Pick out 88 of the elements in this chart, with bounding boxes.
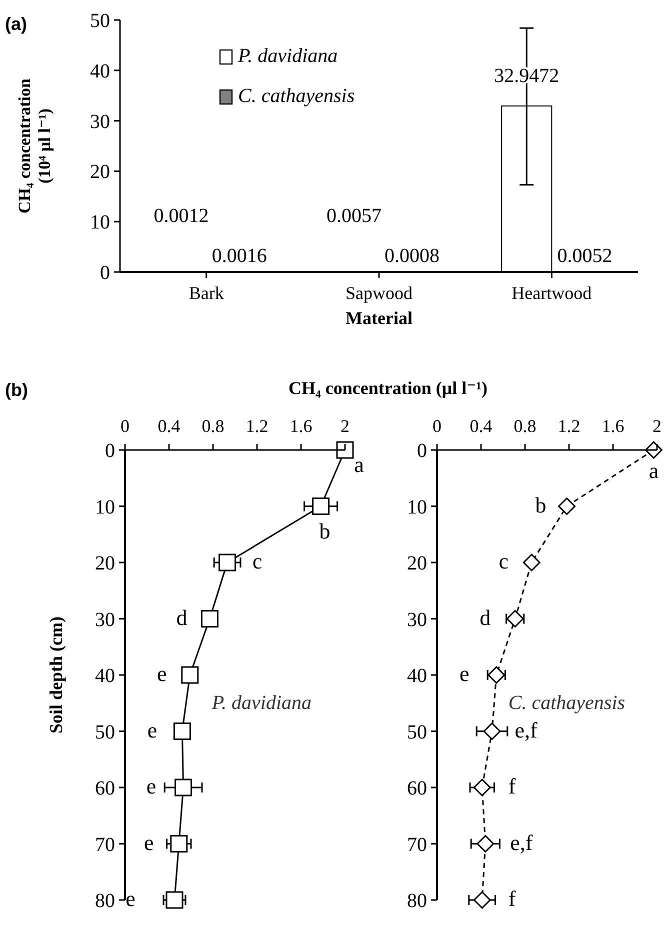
annotation: e [157, 661, 167, 686]
annotation: e [126, 886, 136, 911]
legend-label: P. davidiana [237, 45, 338, 67]
point [200, 610, 218, 628]
annotation: e,f [510, 830, 534, 855]
point [473, 778, 491, 796]
y-tick-label: 60 [95, 778, 115, 800]
annotation: e [144, 830, 154, 855]
data-label: 0.0016 [212, 244, 267, 267]
data-label: 0.0057 [326, 205, 382, 227]
y-tick-label: 30 [407, 608, 427, 631]
annotation: d [480, 604, 491, 630]
x-tick-label: 2 [340, 416, 350, 436]
data-label: 0.0012 [154, 205, 209, 227]
x-tick-label: Bark [188, 283, 224, 303]
y-tick-label: 40 [95, 665, 115, 687]
point [174, 778, 192, 796]
annotation: f [508, 774, 516, 798]
y-tick-label: 60 [407, 778, 427, 800]
annotation: a [648, 458, 659, 483]
x-tick-label: 1.2 [246, 416, 268, 436]
x-tick-label: 1.6 [602, 416, 624, 436]
point [506, 610, 524, 628]
annotation: d [176, 604, 188, 630]
legend-label: C. cathayensis [238, 85, 355, 107]
x-tick-label: 0.4 [470, 416, 492, 436]
point [336, 441, 354, 459]
point [488, 666, 506, 684]
series-label: P. davidiana [210, 692, 312, 714]
series-label: C. cathayensis [508, 692, 626, 714]
point [476, 835, 494, 852]
y-tick-label: 80 [407, 890, 427, 912]
text: (b) [5, 380, 28, 400]
point [181, 666, 199, 684]
annotation: e [146, 774, 156, 798]
y-tick-label: 40 [407, 665, 427, 687]
y-tick-label: 0 [100, 262, 110, 284]
annotation: c [252, 548, 262, 574]
x-tick-label: 1.6 [290, 416, 312, 436]
y-tick-label: 10 [407, 496, 427, 518]
x-tick-label: 0 [432, 416, 442, 436]
annotation: c [498, 548, 509, 574]
data-label: 0.0008 [384, 244, 440, 267]
annotation: a [354, 452, 364, 477]
y-axis-title: CH₄ concentration (10⁴ μl l⁻¹) [15, 78, 54, 214]
text: (a) [5, 14, 28, 34]
x-tick-label: 1.2 [558, 416, 580, 436]
y-tick-label: 30 [95, 608, 115, 631]
x-tick-label: 2 [652, 416, 662, 436]
annotation: e,f [514, 717, 538, 742]
y-tick-label: 10 [90, 212, 110, 234]
data-label: 0.0052 [557, 244, 612, 267]
y-tick-label: 10 [95, 496, 115, 518]
y-tick-label: 30 [90, 110, 110, 133]
point [166, 891, 184, 909]
annotation: e [147, 717, 158, 742]
y-tick-label: 20 [90, 161, 110, 184]
x-axis-title: Material [346, 308, 412, 328]
y-tick-label: 40 [90, 60, 110, 82]
y-tick-label: 50 [95, 721, 115, 744]
point [522, 554, 540, 572]
point [170, 835, 188, 852]
annotation: b [319, 518, 330, 544]
point [483, 722, 501, 740]
annotation: f [508, 886, 516, 911]
y-tick-label: 50 [407, 721, 427, 744]
point [218, 554, 236, 572]
y-tick-label: 50 [90, 10, 110, 32]
point [473, 891, 491, 909]
annotation: b [535, 492, 546, 518]
y-axis-title: Soil depth (cm) [46, 616, 66, 734]
x-tick-label: 0.8 [202, 416, 224, 436]
y-tick-label: 70 [407, 834, 427, 856]
y-tick-label: 20 [407, 552, 427, 574]
x-axis-title: CH₄ concentration (μl l⁻¹) [288, 378, 488, 398]
y-tick-label: 0 [417, 440, 427, 462]
annotation: e [460, 661, 470, 686]
y-tick-label: 0 [105, 440, 115, 462]
point [173, 722, 191, 740]
y-tick-label: 80 [95, 890, 115, 912]
x-tick-label: 0 [120, 416, 130, 436]
x-tick-label: 0.4 [158, 416, 180, 436]
point [312, 498, 330, 515]
y-tick-label: 70 [95, 834, 115, 856]
x-tick-label: 0.8 [514, 416, 536, 436]
x-tick-label: Sapwood [346, 283, 412, 303]
x-tick-label: Heartwood [512, 283, 592, 303]
y-tick-label: 20 [95, 552, 115, 574]
